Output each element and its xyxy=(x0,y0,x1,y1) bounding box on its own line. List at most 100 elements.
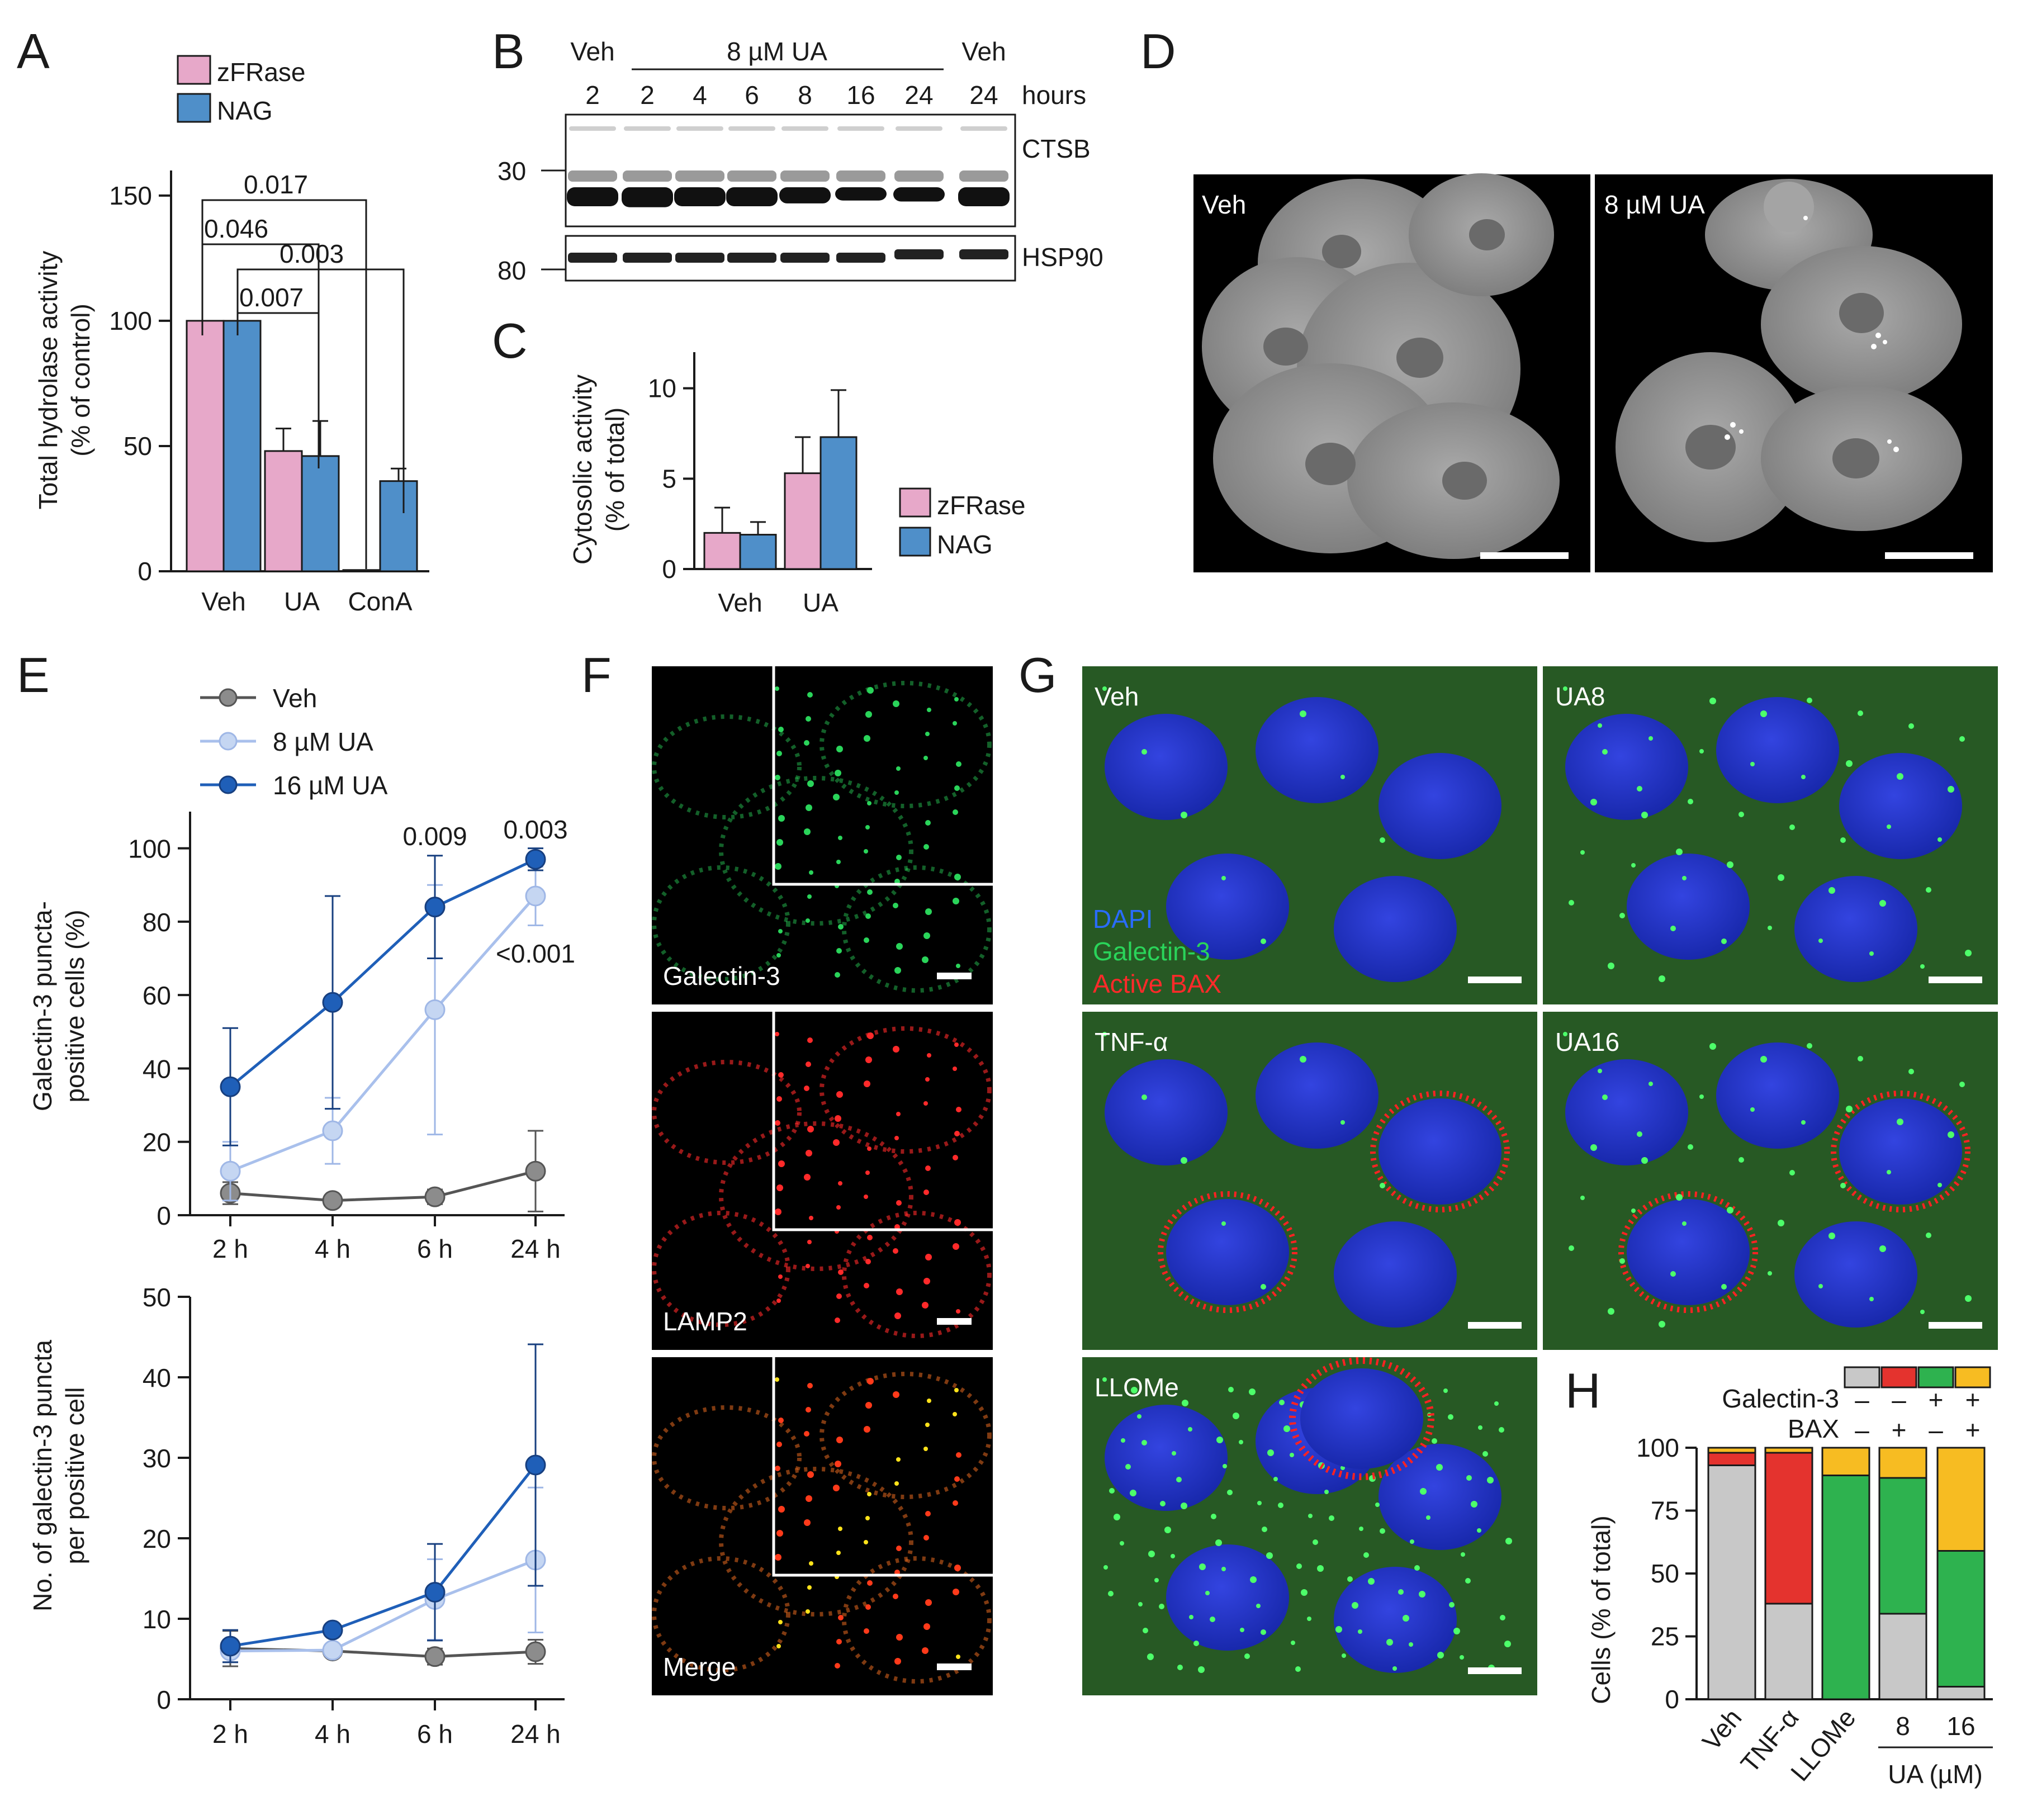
panel-b: B Veh 8 µM UA Veh 2 2 4 6 8 16 24 24 hours 30 8… xyxy=(492,23,1103,285)
galectin-punctum-g xyxy=(1676,849,1683,855)
punctum-f xyxy=(894,1136,899,1140)
data-point-e xyxy=(322,1120,343,1141)
cell-outline-f xyxy=(842,1211,992,1338)
galectin-punctum-g xyxy=(1449,1602,1455,1608)
lane-label: 4 xyxy=(693,80,707,110)
row-label-galectin: Galectin-3 xyxy=(1722,1384,1839,1413)
legend-label-e: 16 µM UA xyxy=(273,771,388,800)
galectin-punctum-g xyxy=(1177,1665,1183,1670)
galectin-punctum-g xyxy=(1296,1563,1302,1569)
cell-outline-f xyxy=(819,1026,992,1154)
galectin-punctum-g xyxy=(1313,1539,1318,1545)
galectin-punctum-g xyxy=(1598,1069,1602,1073)
data-point-e xyxy=(322,1190,343,1211)
galectin-punctum-g xyxy=(1199,1563,1206,1570)
nucleus-g xyxy=(1839,1098,1962,1205)
galectin-punctum-g xyxy=(1750,762,1755,766)
inset-frame-f xyxy=(772,1012,993,1231)
galectin-punctum-g xyxy=(1466,1475,1472,1481)
galectin-punctum-g xyxy=(1103,1565,1108,1570)
nucleus-g xyxy=(1627,854,1750,960)
y-tick-label-c: 5 xyxy=(662,464,676,493)
nucleus-g xyxy=(1166,1199,1289,1305)
galectin-punctum-g xyxy=(1471,1501,1477,1508)
panel-letter-e: E xyxy=(17,647,50,703)
galectin-punctum-g xyxy=(1363,1552,1369,1558)
galectin-punctum-g xyxy=(1840,1183,1846,1188)
galectin-punctum-g xyxy=(1147,1653,1154,1660)
punctum-f xyxy=(953,721,957,726)
y-tick-label-e: 0 xyxy=(157,1201,171,1230)
y-tick-label-e: 10 xyxy=(143,1605,171,1634)
punctum-f xyxy=(807,1471,814,1478)
punctum-f xyxy=(956,1655,960,1659)
cell-outline-f xyxy=(652,1211,790,1327)
punctum-f xyxy=(806,716,811,722)
punctum-f xyxy=(836,746,843,752)
galectin-punctum-g xyxy=(1109,1488,1115,1494)
punctum-f xyxy=(865,1402,872,1409)
punctum-f xyxy=(896,1546,902,1551)
series-line-e xyxy=(230,1464,537,1648)
punctum-f xyxy=(833,1485,840,1491)
galectin-punctum-g xyxy=(1926,1233,1931,1238)
galectin-punctum-g xyxy=(1760,710,1767,717)
y-axis-label-e-top-line2: positive cells (%) xyxy=(60,909,89,1102)
galectin-punctum-g xyxy=(1221,876,1226,880)
galectin-punctum-g xyxy=(1619,913,1625,918)
y-ticks-c: 0 5 10 xyxy=(648,374,694,584)
panel-letter-h: H xyxy=(1565,1363,1601,1418)
punctum-f xyxy=(893,903,898,908)
punctum-f xyxy=(927,708,931,712)
inset-frame-f xyxy=(772,1357,993,1577)
y-axis-label-c-line1: Cytosolic activity xyxy=(568,375,597,565)
galectin-punctum-g xyxy=(1102,1032,1107,1036)
galectin-punctum-g xyxy=(1257,1501,1262,1505)
y-tick-label-a: 100 xyxy=(109,306,152,335)
galectin-punctum-g xyxy=(1965,1295,1972,1302)
punctum-f xyxy=(865,913,871,919)
x-tick-label-e: 6 h xyxy=(417,1719,453,1748)
galectin-punctum-g xyxy=(1108,1591,1114,1596)
punctum-f xyxy=(894,1481,899,1486)
galectin-punctum-g xyxy=(1137,1414,1141,1419)
punctum-f xyxy=(838,924,844,930)
punctum-f xyxy=(809,870,813,875)
galectin-punctum-g xyxy=(1648,736,1653,741)
punctum-f xyxy=(806,1264,810,1268)
y-axis-label-a-line1: Total hydrolase activity xyxy=(34,251,63,510)
punctum-f xyxy=(893,1594,898,1599)
stacked-segment-h xyxy=(1821,1447,1870,1476)
galectin-punctum-g xyxy=(1948,786,1954,793)
x-label-a: Veh xyxy=(201,587,245,616)
band-ctsb-upper xyxy=(894,170,944,182)
punctum-f xyxy=(893,1046,899,1053)
galectin-punctum-g xyxy=(1141,749,1147,755)
galectin-punctum-g xyxy=(1215,1539,1222,1546)
galectin-punctum-g xyxy=(1188,1427,1192,1432)
galectin-punctum-g xyxy=(1641,812,1648,818)
punctum-f xyxy=(953,1243,959,1250)
punctum-f xyxy=(836,1551,841,1555)
galectin-punctum-g xyxy=(1760,1056,1767,1063)
punctum-f xyxy=(865,825,870,830)
y-ticks-a: 0 50 100 150 xyxy=(109,181,171,586)
punctum-f xyxy=(864,937,869,943)
band-hsp90 xyxy=(959,249,1008,259)
galectin-punctum-g xyxy=(1308,1514,1313,1518)
galectin-punctum-g xyxy=(1380,1183,1385,1188)
punctum-f xyxy=(923,756,928,760)
bax-sign: + xyxy=(1892,1415,1907,1444)
x-label-h: 8 xyxy=(1896,1712,1910,1741)
punctum-f xyxy=(807,1240,812,1244)
punctum-f xyxy=(865,1056,872,1063)
galectin-punctum-g xyxy=(1221,1221,1226,1226)
punctum-f xyxy=(776,839,783,846)
galectin-punctum-g xyxy=(1295,1666,1301,1672)
series-line-e xyxy=(230,1558,536,1653)
galectin-punctum-g xyxy=(1487,1477,1494,1484)
faint-band-ctsb xyxy=(728,126,775,131)
galectin-punctum-g xyxy=(1938,1183,1942,1187)
cell-outline-f xyxy=(652,1060,802,1165)
